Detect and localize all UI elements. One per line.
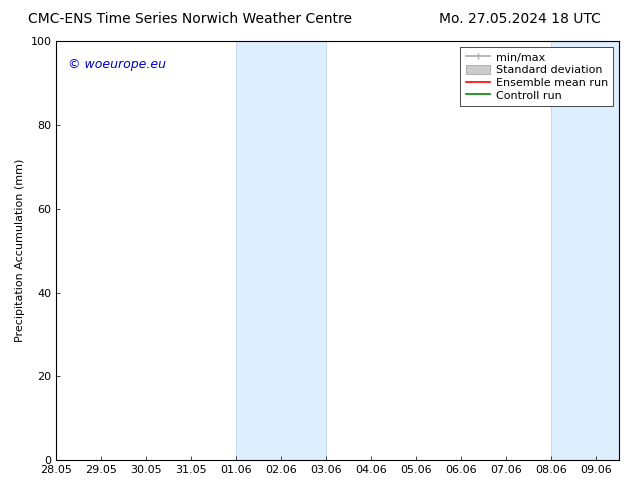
Text: © woeurope.eu: © woeurope.eu: [68, 58, 165, 71]
Text: Mo. 27.05.2024 18 UTC: Mo. 27.05.2024 18 UTC: [439, 12, 601, 26]
Legend: min/max, Standard deviation, Ensemble mean run, Controll run: min/max, Standard deviation, Ensemble me…: [460, 47, 614, 106]
Y-axis label: Precipitation Accumulation (mm): Precipitation Accumulation (mm): [15, 159, 25, 343]
Text: CMC-ENS Time Series Norwich Weather Centre: CMC-ENS Time Series Norwich Weather Cent…: [28, 12, 353, 26]
Bar: [236, 41, 327, 460]
Bar: [552, 41, 619, 460]
